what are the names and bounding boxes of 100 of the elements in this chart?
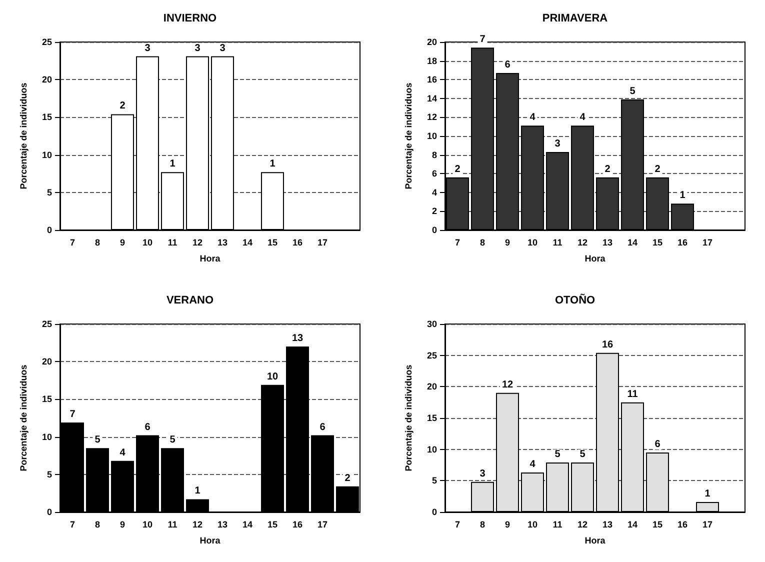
x-tick-label: 15 xyxy=(652,520,663,530)
x-tick-label: 9 xyxy=(120,520,126,530)
x-tick-label: 15 xyxy=(652,238,663,248)
annotation: 6 xyxy=(320,422,326,433)
y-tick-label: 20 xyxy=(426,382,437,392)
annotation: 7 xyxy=(480,34,486,46)
x-tick-label: 7 xyxy=(70,520,76,530)
annotation: 4 xyxy=(530,112,536,124)
y-tick-label: 25 xyxy=(42,319,52,329)
annotation: 3 xyxy=(480,468,486,480)
annotation: 11 xyxy=(627,388,638,400)
x-tick-label: 11 xyxy=(168,238,178,248)
x-tick-label: 12 xyxy=(192,520,203,530)
y-axis-title: Porcentaje de individuos xyxy=(404,82,414,190)
y-tick-label: 20 xyxy=(42,356,52,367)
chart-title: VERANO xyxy=(166,294,214,306)
annotation: 3 xyxy=(194,42,201,54)
y-tick-label: 8 xyxy=(432,150,437,160)
annotation: 3 xyxy=(144,42,151,54)
annotation: 13 xyxy=(292,333,304,344)
x-tick-label: 13 xyxy=(217,238,228,248)
annotation: 6 xyxy=(144,422,151,433)
x-tick-label: 11 xyxy=(168,520,178,530)
x-tick-label: 14 xyxy=(242,238,253,248)
x-tick-label: 15 xyxy=(267,520,278,530)
y-tick-label: 10 xyxy=(426,444,437,454)
chart-title: INVIERNO xyxy=(163,12,218,24)
annotation: 4 xyxy=(580,112,586,124)
x-tick-label: 12 xyxy=(577,520,588,530)
x-tick-label: 8 xyxy=(94,520,100,530)
annotation: 2 xyxy=(120,100,126,112)
x-tick-label: 14 xyxy=(627,238,638,248)
annotation: 1 xyxy=(170,158,176,170)
y-tick-label: 12 xyxy=(426,112,437,122)
annotation: 4 xyxy=(120,447,126,458)
annotation: 1 xyxy=(704,488,711,500)
x-tick-label: 17 xyxy=(317,238,328,248)
y-axis-title: Porcentaje de individuos xyxy=(18,82,28,190)
x-tick-label: 8 xyxy=(94,238,100,248)
annotation: 2 xyxy=(344,472,351,484)
x-tick-label: 10 xyxy=(142,238,153,248)
y-tick-label: 15 xyxy=(42,112,52,122)
y-tick-label: 10 xyxy=(42,432,52,442)
annotation: 3 xyxy=(220,42,226,54)
x-tick-label: 14 xyxy=(627,520,638,530)
annotation: 12 xyxy=(502,379,514,390)
annotation: 2 xyxy=(654,164,661,175)
x-tick-label: 10 xyxy=(527,238,538,248)
annotation: 2 xyxy=(604,164,611,175)
annotation: 5 xyxy=(580,448,586,460)
x-axis-title: Hora xyxy=(200,254,222,264)
y-tick-label: 5 xyxy=(46,469,52,480)
x-axis-title: Hora xyxy=(200,536,222,546)
y-tick-label: 10 xyxy=(426,131,437,141)
y-tick-label: 0 xyxy=(432,507,437,517)
annotation: 7 xyxy=(70,409,76,420)
y-tick-label: 0 xyxy=(46,507,52,517)
y-tick-label: 25 xyxy=(426,350,437,360)
x-tick-label: 12 xyxy=(192,238,203,248)
x-tick-label: 12 xyxy=(577,238,588,248)
annotation: 5 xyxy=(554,448,561,460)
annotation: 1 xyxy=(270,158,276,170)
y-tick-label: 5 xyxy=(46,187,52,198)
y-tick-label: 25 xyxy=(42,37,52,47)
y-axis-title: Porcentaje de individuos xyxy=(18,364,28,472)
x-tick-label: 11 xyxy=(552,238,562,248)
x-tick-label: 8 xyxy=(480,520,486,530)
y-tick-label: 5 xyxy=(432,476,437,486)
x-tick-label: 15 xyxy=(267,238,278,248)
annotation: 1 xyxy=(194,486,201,497)
x-tick-label: 17 xyxy=(702,238,713,248)
x-tick-label: 7 xyxy=(454,520,460,530)
annotation: 5 xyxy=(170,434,176,446)
x-tick-label: 16 xyxy=(677,520,688,530)
y-tick-label: 15 xyxy=(426,413,437,423)
y-tick-label: 16 xyxy=(426,74,437,85)
y-tick-label: 6 xyxy=(432,168,437,179)
annotation: 10 xyxy=(266,371,278,382)
x-tick-label: 7 xyxy=(454,238,460,248)
x-tick-label: 11 xyxy=(552,520,562,530)
y-tick-label: 0 xyxy=(432,225,437,235)
annotation: 16 xyxy=(602,339,614,350)
x-tick-label: 16 xyxy=(292,238,303,248)
x-tick-label: 10 xyxy=(527,520,538,530)
x-tick-label: 13 xyxy=(602,520,613,530)
x-tick-label: 10 xyxy=(142,520,153,530)
y-tick-label: 20 xyxy=(42,74,52,85)
annotation: 5 xyxy=(630,86,636,97)
x-tick-label: 9 xyxy=(504,520,510,530)
annotation: 6 xyxy=(504,60,511,71)
x-tick-label: 16 xyxy=(677,238,688,248)
x-tick-label: 13 xyxy=(602,238,613,248)
y-tick-label: 0 xyxy=(46,225,52,235)
y-tick-label: 14 xyxy=(426,93,437,104)
y-tick-label: 10 xyxy=(42,150,52,160)
annotation: 6 xyxy=(654,438,661,450)
annotation: 3 xyxy=(554,138,561,150)
x-axis-title: Hora xyxy=(584,536,606,546)
y-tick-label: 20 xyxy=(426,37,437,47)
y-tick-label: 4 xyxy=(432,187,437,198)
